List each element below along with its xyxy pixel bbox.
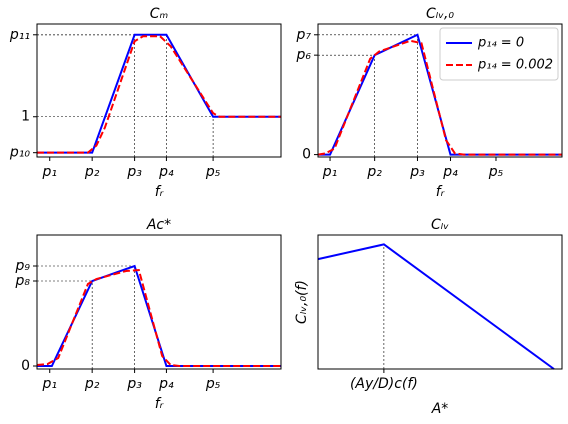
x-tick-label: p₁: [41, 164, 57, 180]
x-tick-label: (Ay/D)c(f): [350, 376, 418, 392]
panel: Cₘ p₁ p₂ p₃ p₄ p₅ p₁₀ 1 p₁₁ fᵣ: [9, 6, 282, 200]
x-axis-label: A*: [431, 401, 449, 417]
x-axis-label: fᵣ: [155, 396, 165, 412]
x-tick-label: p₄: [158, 164, 174, 180]
data-line: [37, 35, 281, 154]
panel-title: Ac*: [146, 217, 171, 233]
x-tick-label: p₂: [84, 164, 100, 180]
data-line: [317, 39, 562, 156]
data-line: [37, 33, 281, 154]
x-tick-label: p₃: [126, 164, 142, 180]
x-tick-label: p₄: [158, 376, 174, 392]
y-tick-label: p₇: [296, 27, 312, 43]
x-tick-label: p₁: [41, 376, 57, 392]
y-tick-label: 0: [21, 358, 30, 374]
panel-title: Cₘ: [150, 6, 169, 22]
legend-label: p₁₄ = 0.002: [477, 58, 553, 73]
y-tick-label: 1: [21, 109, 30, 125]
axes-frame: [317, 234, 563, 370]
x-axis-label: fᵣ: [436, 184, 446, 200]
axes-frame: [36, 234, 282, 370]
x-axis-label: fᵣ: [155, 184, 165, 200]
panel: Cₗᵥ,₀ p₁ p₂ p₃ p₄ p₅ 0 p₆ p₇ fᵣ p₁₄ = 0 p₁₄ = 0.002: [296, 6, 563, 200]
legend-box: [439, 27, 559, 81]
panel-title: Cₗᵥ,₀: [426, 6, 454, 22]
legend-label: p₁₄ = 0: [477, 36, 524, 51]
y-tick-label: 0: [302, 147, 311, 163]
axes-frame: [317, 23, 563, 158]
x-tick-label: p₁: [322, 164, 338, 180]
x-tick-label: p₂: [84, 376, 100, 392]
panel-title: Cₗᵥ: [431, 217, 449, 233]
x-tick-label: p₅: [205, 164, 221, 180]
y-axis-label: Cₗᵥ,₀(f): [294, 280, 310, 324]
x-tick-label: p₃: [409, 164, 425, 180]
panel: Cₗᵥ (Ay/D)c(f) A* Cₗᵥ,₀(f): [294, 217, 563, 417]
data-line: [36, 268, 281, 367]
y-tick-label: p₆: [296, 47, 312, 63]
y-tick-label: p₉: [15, 258, 31, 274]
y-tick-label: p₈: [15, 273, 31, 289]
axes-frame: [36, 23, 282, 158]
x-tick-label: p₅: [488, 164, 504, 180]
x-tick-label: p₃: [126, 376, 142, 392]
x-tick-label: p₅: [205, 376, 221, 392]
x-tick-label: p₄: [442, 164, 458, 180]
y-tick-label: p₁₀: [9, 145, 30, 161]
y-tick-label: p₁₁: [9, 27, 30, 43]
x-tick-label: p₂: [366, 164, 382, 180]
data-line: [317, 243, 555, 370]
